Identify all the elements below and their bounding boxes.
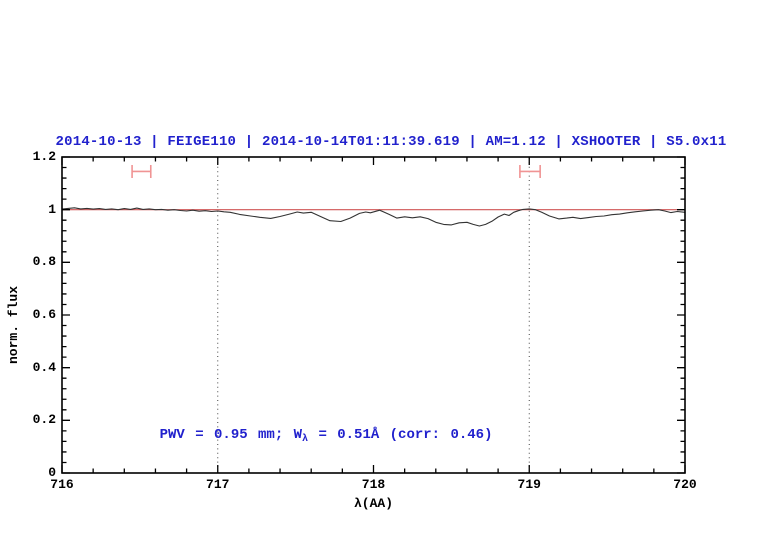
y-tick-label: 0 xyxy=(48,465,56,480)
plot-title: 2014-10-13 | FEIGE110 | 2014-10-14T01:11… xyxy=(55,134,727,150)
x-tick-label: 717 xyxy=(206,477,230,492)
y-tick-label: 1 xyxy=(48,201,56,217)
band-marker xyxy=(131,164,152,178)
y-tick-label: 0.6 xyxy=(32,307,56,322)
x-axis-label: λ(AA) xyxy=(353,496,393,511)
x-tick-label: 719 xyxy=(517,477,541,492)
y-tick-label: 0.4 xyxy=(32,359,56,375)
pwv-annotation: PWV = 0.95 mm; Wλ = 0.51Å (corr: 0.46) xyxy=(118,411,493,461)
x-tick-label: 720 xyxy=(673,477,697,492)
lambda-subscript: λ xyxy=(302,434,309,445)
y-tick-label: 0.2 xyxy=(32,412,56,428)
y-tick-label: 0.8 xyxy=(32,254,56,270)
band-marker xyxy=(519,164,541,178)
x-tick-label: 718 xyxy=(361,477,386,492)
y-axis-label: norm. flux xyxy=(6,286,21,365)
pwv-annotation-suffix: = 0.51Å (corr: 0.46) xyxy=(308,427,493,443)
y-tick-label: 1.2 xyxy=(32,149,56,164)
x-tick-label: 716 xyxy=(50,477,74,492)
pwv-annotation-prefix: PWV = 0.95 mm; W xyxy=(159,427,303,443)
spectrum-line xyxy=(61,207,686,227)
